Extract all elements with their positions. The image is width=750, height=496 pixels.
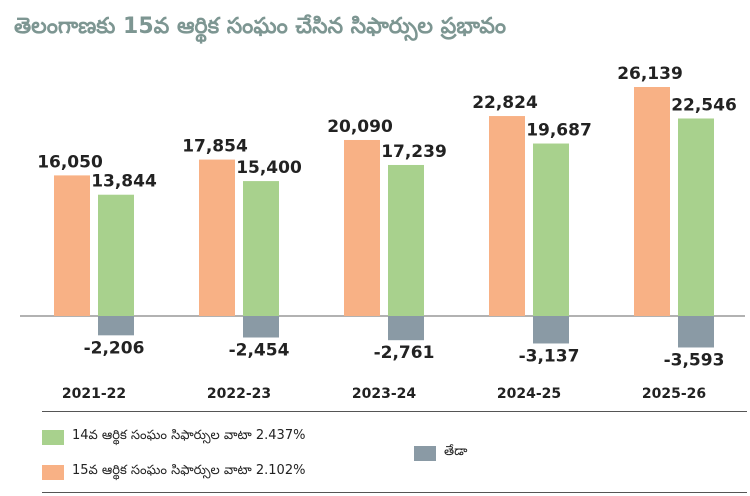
value-label-14th-2021-22: 13,844	[91, 172, 157, 192]
bar-14th-2021-22	[98, 194, 134, 316]
value-label-difference-2022-23: -2,454	[229, 340, 290, 360]
chart-title: తెలంగాణకు 15వ ఆర్థిక సంఘం చేసిన సిఫార్సు…	[14, 14, 507, 39]
bar-15th-2023-24	[344, 139, 380, 316]
legend-label-15th-commission: 15వ ఆర్థిక సంఘం సిఫార్సుల వాటా 2.102%	[72, 463, 306, 478]
category-label-2021-22: 2021-22	[62, 386, 126, 402]
legend-swatch-green	[42, 429, 64, 445]
bar-14th-2023-24	[388, 164, 424, 316]
value-label-difference-2021-22: -2,206	[84, 338, 145, 358]
category-label-2023-24: 2023-24	[352, 386, 417, 402]
value-label-difference-2024-25: -3,137	[519, 346, 580, 366]
bar-difference-2022-23	[243, 316, 279, 338]
category-label-2025-26: 2025-26	[642, 386, 706, 402]
legend-item-15th-commission: 15వ ఆర్థిక సంఘం సిఫార్సుల వాటా 2.102%	[42, 463, 305, 481]
legend-item-14th-commission: 14వ ఆర్థిక సంఘం సిఫార్సుల వాటా 2.437%	[42, 428, 305, 446]
value-label-15th-2021-22: 16,050	[37, 152, 103, 172]
category-label-2022-23: 2022-23	[207, 386, 271, 402]
value-label-14th-2023-24: 17,239	[381, 142, 447, 162]
value-label-15th-2025-26: 26,139	[617, 64, 683, 84]
value-label-14th-2024-25: 19,687	[526, 121, 592, 141]
bar-15th-2022-23	[199, 159, 235, 316]
value-label-14th-2025-26: 22,546	[671, 95, 737, 115]
category-label-2024-25: 2024-25	[497, 386, 561, 402]
bar-difference-2024-25	[533, 316, 569, 344]
bar-15th-2024-25	[489, 116, 525, 316]
legend-swatch-orange	[42, 464, 64, 480]
bar-14th-2022-23	[243, 181, 279, 316]
legend-swatch-gray	[414, 445, 436, 461]
value-label-15th-2023-24: 20,090	[327, 117, 393, 137]
bar-15th-2025-26	[634, 87, 670, 316]
legend-item-difference: తేడా	[414, 444, 467, 462]
legend-label-difference: తేడా	[444, 444, 468, 459]
value-label-15th-2024-25: 22,824	[472, 93, 538, 113]
bar-15th-2021-22	[54, 175, 90, 316]
bar-difference-2025-26	[678, 316, 714, 348]
bottom-divider	[42, 492, 747, 493]
bar-14th-2025-26	[678, 118, 714, 316]
top-divider	[42, 411, 747, 412]
bar-difference-2021-22	[98, 316, 134, 336]
bar-difference-2023-24	[388, 316, 424, 341]
legend-label-14th-commission: 14వ ఆర్థిక సంఘం సిఫార్సుల వాటా 2.437%	[72, 428, 306, 443]
value-label-difference-2025-26: -3,593	[664, 350, 725, 370]
value-label-14th-2022-23: 15,400	[236, 158, 302, 178]
bar-14th-2024-25	[533, 143, 569, 316]
value-label-difference-2023-24: -2,761	[374, 343, 435, 363]
value-label-15th-2022-23: 17,854	[182, 137, 248, 157]
